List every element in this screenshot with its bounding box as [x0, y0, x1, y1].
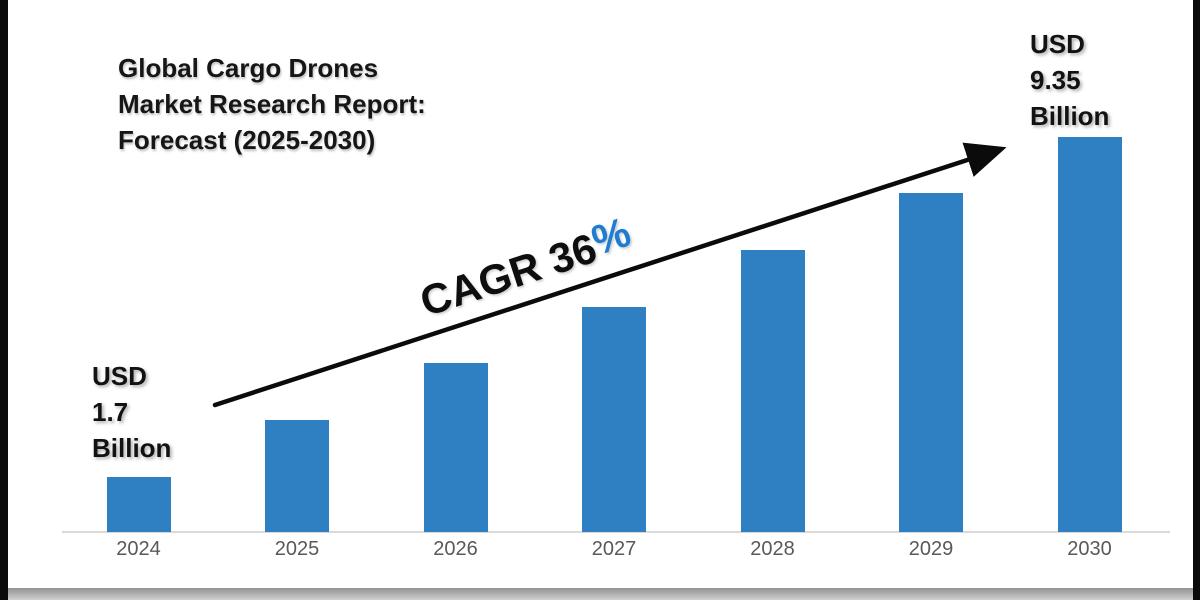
x-axis-label-2024: 2024: [116, 538, 161, 560]
x-axis-label-2029: 2029: [908, 538, 954, 560]
right-border: [1193, 0, 1200, 600]
value-label-2030: USD 9.35 Billion: [1030, 26, 1109, 134]
value-label-2024-currency: USD: [92, 361, 147, 391]
x-axis-line: [62, 531, 1170, 533]
x-axis-label-2028: 2028: [750, 538, 795, 560]
value-label-2030-currency: USD: [1030, 29, 1085, 59]
bar-2025: [265, 420, 329, 532]
bar-2030: [1057, 137, 1122, 532]
x-axis-label-2030: 2030: [1067, 538, 1112, 560]
bar-2028: [740, 250, 805, 532]
chart-title-line3: Forecast (2025-2030): [118, 125, 376, 155]
value-label-2024-unit: Billion: [92, 433, 172, 463]
value-label-2030-unit: Billion: [1030, 101, 1110, 131]
bar-2024: [106, 477, 171, 532]
left-border: [0, 0, 8, 600]
x-axis-label-2027: 2027: [591, 538, 637, 560]
bar-2027: [582, 307, 646, 532]
cagr-annotation-text: CAGR 36: [414, 224, 603, 326]
chart-title: Global Cargo Drones Market Research Repo…: [118, 50, 426, 158]
value-label-2024-amount: 1.7: [92, 397, 129, 427]
value-label-2030-amount: 9.35: [1030, 65, 1081, 95]
value-label-2024: USD 1.7 Billion: [92, 358, 171, 466]
bar-2026: [423, 363, 488, 532]
chart-title-line2: Market Research Report:: [118, 89, 426, 119]
x-axis-label-2025: 2025: [274, 538, 320, 560]
cagr-annotation: CAGR 36%: [414, 194, 695, 326]
x-axis-label-2026: 2026: [433, 538, 478, 560]
bar-2029: [899, 193, 963, 532]
bottom-shadow-strip: [0, 588, 1200, 600]
chart-title-line1: Global Cargo Drones: [118, 53, 379, 83]
